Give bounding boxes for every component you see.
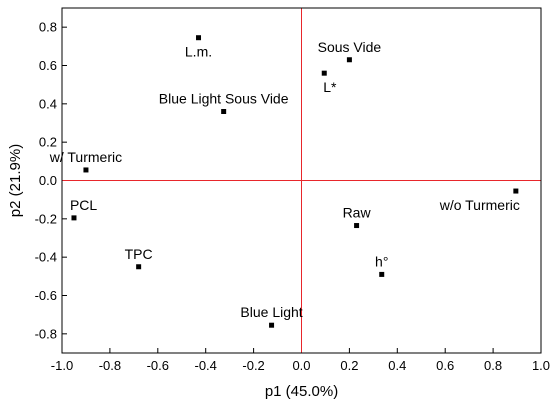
x-tick-label: 0.0 [292,358,310,373]
point-label: w/ Turmeric [49,149,122,165]
y-tick-label: 0.8 [39,20,57,35]
data-points: L.m. Sous Vide L* Blue Light Sous Vide w/ Tu… [49,35,520,328]
point-marker [221,109,227,114]
plot-frame [61,7,542,354]
x-axis-title: p1 (45.0%) [265,383,338,400]
point-marker [354,223,360,229]
y-tick-label: -0.8 [35,326,57,341]
y-axis-title: p2 (21.9%) [7,144,24,217]
point-label: Blue Light [240,304,302,320]
point-label: L.m. [185,44,212,60]
point-label: h° [375,253,388,269]
point-label: Sous Vide [318,39,382,55]
point-label: TPC [125,246,153,262]
y-tick-label: 0.4 [39,96,57,111]
y-tick-label: 0.2 [39,135,57,150]
point-label: Raw [343,205,372,221]
x-tick-label: -1.0 [51,358,73,373]
y-tick-label: -0.6 [35,288,57,303]
x-tick-label: -0.8 [99,358,121,373]
point-marker [83,167,89,173]
point-label: PCL [70,197,97,213]
point-marker [269,322,275,328]
y-tick-label: 0.0 [39,173,57,188]
point-marker [513,188,519,194]
point-label: w/o Turmeric [439,197,520,213]
x-tick-label: 0.4 [388,358,406,373]
point-marker [379,271,385,277]
y-tick-label: -0.4 [35,250,57,265]
point-marker [346,57,352,63]
x-tick-label: -0.2 [242,358,264,373]
point-marker [136,264,142,270]
y-tick-label: 0.6 [39,58,57,73]
point-marker [71,215,77,221]
point-label: L* [323,79,337,95]
x-axis-ticks: -1.0 -0.8 -0.6 -0.4 -0.2 0.0 0.2 0.4 0.6 0.8 1.0 [51,348,550,373]
x-tick-label: -0.4 [194,358,216,373]
x-tick-label: 0.2 [340,358,358,373]
x-tick-label: 0.6 [436,358,454,373]
point-marker [321,70,327,76]
point-marker [196,35,202,41]
x-tick-label: 0.8 [484,358,502,373]
y-axis-ticks: 0.8 0.6 0.4 0.2 0.0 -0.2 -0.4 -0.6 -0.8 [35,20,67,341]
point-label: Blue Light Sous Vide [159,91,289,107]
x-tick-label: 1.0 [532,358,550,373]
reference-lines [62,8,541,353]
x-tick-label: -0.6 [147,358,169,373]
y-tick-label: -0.2 [35,211,57,226]
